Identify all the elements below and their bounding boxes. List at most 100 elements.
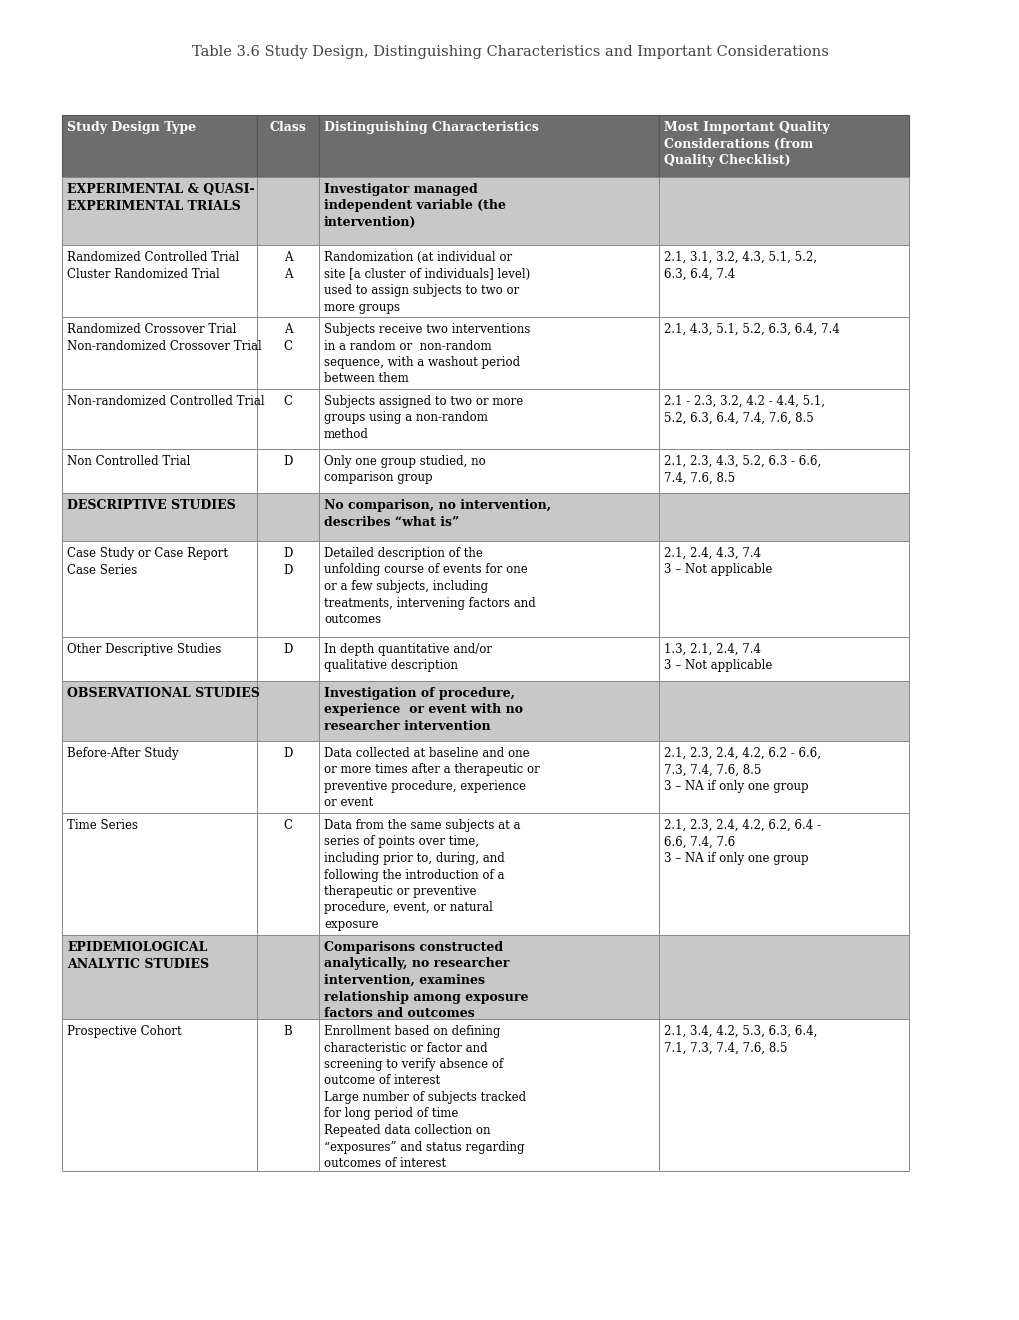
Text: Study Design Type: Study Design Type — [67, 121, 196, 135]
Text: Subjects receive two interventions
in a random or  non-random
sequence, with a w: Subjects receive two interventions in a … — [324, 323, 530, 385]
Text: EPIDEMIOLOGICAL
ANALYTIC STUDIES: EPIDEMIOLOGICAL ANALYTIC STUDIES — [67, 941, 209, 970]
Text: Detailed description of the
unfolding course of events for one
or a few subjects: Detailed description of the unfolding co… — [324, 546, 535, 626]
Text: Non-randomized Controlled Trial: Non-randomized Controlled Trial — [67, 395, 264, 408]
Bar — [319, 492, 658, 541]
Text: Non Controlled Trial: Non Controlled Trial — [67, 455, 191, 469]
Text: D
D: D D — [283, 546, 292, 577]
Text: Table 3.6 Study Design, Distinguishing Characteristics and Important Considerati: Table 3.6 Study Design, Distinguishing C… — [192, 45, 827, 59]
Bar — [62, 177, 257, 246]
Bar — [62, 681, 257, 741]
Text: Enrollment based on defining
characteristic or factor and
screening to verify ab: Enrollment based on defining characteris… — [324, 1026, 526, 1170]
Bar — [257, 115, 319, 177]
Bar — [319, 1019, 658, 1171]
Bar — [658, 813, 908, 935]
Text: D: D — [283, 643, 292, 656]
Text: 2.1, 3.1, 3.2, 4.3, 5.1, 5.2,
6.3, 6.4, 7.4: 2.1, 3.1, 3.2, 4.3, 5.1, 5.2, 6.3, 6.4, … — [663, 251, 816, 281]
Text: Subjects assigned to two or more
groups using a non-random
method: Subjects assigned to two or more groups … — [324, 395, 523, 441]
Bar — [62, 389, 257, 449]
Bar — [62, 449, 257, 492]
Bar — [658, 177, 908, 246]
Text: Class: Class — [269, 121, 306, 135]
Text: 2.1 - 2.3, 3.2, 4.2 - 4.4, 5.1,
5.2, 6.3, 6.4, 7.4, 7.6, 8.5: 2.1 - 2.3, 3.2, 4.2 - 4.4, 5.1, 5.2, 6.3… — [663, 395, 824, 425]
Bar — [257, 389, 319, 449]
Bar — [257, 638, 319, 681]
Bar — [319, 317, 658, 389]
Bar — [319, 177, 658, 246]
Text: 2.1, 2.3, 4.3, 5.2, 6.3 - 6.6,
7.4, 7.6, 8.5: 2.1, 2.3, 4.3, 5.2, 6.3 - 6.6, 7.4, 7.6,… — [663, 455, 820, 484]
Bar — [658, 935, 908, 1019]
Text: Most Important Quality
Considerations (from
Quality Checklist): Most Important Quality Considerations (f… — [663, 121, 828, 168]
Text: Other Descriptive Studies: Other Descriptive Studies — [67, 643, 221, 656]
Bar — [62, 1019, 257, 1171]
Text: 2.1, 2.3, 2.4, 4.2, 6.2, 6.4 -
6.6, 7.4, 7.6
3 – NA if only one group: 2.1, 2.3, 2.4, 4.2, 6.2, 6.4 - 6.6, 7.4,… — [663, 818, 820, 865]
Bar — [319, 638, 658, 681]
Bar — [319, 389, 658, 449]
Text: B: B — [283, 1026, 292, 1038]
Text: Randomized Crossover Trial
Non-randomized Crossover Trial: Randomized Crossover Trial Non-randomize… — [67, 323, 262, 352]
Bar — [257, 935, 319, 1019]
Bar — [62, 638, 257, 681]
Text: 2.1, 4.3, 5.1, 5.2, 6.3, 6.4, 7.4: 2.1, 4.3, 5.1, 5.2, 6.3, 6.4, 7.4 — [663, 323, 839, 337]
Bar — [319, 541, 658, 638]
Bar — [658, 317, 908, 389]
Text: Time Series: Time Series — [67, 818, 138, 832]
Bar — [257, 449, 319, 492]
Text: C: C — [283, 395, 292, 408]
Text: Prospective Cohort: Prospective Cohort — [67, 1026, 181, 1038]
Text: No comparison, no intervention,
describes “what is”: No comparison, no intervention, describe… — [324, 499, 550, 528]
Bar — [319, 813, 658, 935]
Bar — [62, 115, 257, 177]
Text: Distinguishing Characteristics: Distinguishing Characteristics — [324, 121, 538, 135]
Bar — [319, 246, 658, 317]
Bar — [658, 246, 908, 317]
Bar — [319, 449, 658, 492]
Bar — [257, 541, 319, 638]
Bar — [257, 246, 319, 317]
Bar — [658, 681, 908, 741]
Bar — [257, 177, 319, 246]
Bar — [257, 317, 319, 389]
Text: A
C: A C — [283, 323, 292, 352]
Text: 2.1, 3.4, 4.2, 5.3, 6.3, 6.4,
7.1, 7.3, 7.4, 7.6, 8.5: 2.1, 3.4, 4.2, 5.3, 6.3, 6.4, 7.1, 7.3, … — [663, 1026, 816, 1055]
Text: Case Study or Case Report
Case Series: Case Study or Case Report Case Series — [67, 546, 228, 577]
Text: A
A: A A — [283, 251, 292, 281]
Text: Randomized Controlled Trial
Cluster Randomized Trial: Randomized Controlled Trial Cluster Rand… — [67, 251, 239, 281]
Text: D: D — [283, 455, 292, 469]
Text: Before-After Study: Before-After Study — [67, 747, 178, 760]
Bar — [257, 741, 319, 813]
Bar — [62, 492, 257, 541]
Bar — [62, 935, 257, 1019]
Text: Randomization (at individual or
site [a cluster of individuals] level)
used to a: Randomization (at individual or site [a … — [324, 251, 530, 314]
Text: Investigation of procedure,
experience  or event with no
researcher intervention: Investigation of procedure, experience o… — [324, 686, 523, 733]
Bar — [658, 449, 908, 492]
Bar — [658, 115, 908, 177]
Text: DESCRIPTIVE STUDIES: DESCRIPTIVE STUDIES — [67, 499, 235, 512]
Bar — [62, 246, 257, 317]
Bar — [319, 681, 658, 741]
Bar — [658, 1019, 908, 1171]
Bar — [658, 741, 908, 813]
Text: Data collected at baseline and one
or more times after a therapeutic or
preventi: Data collected at baseline and one or mo… — [324, 747, 539, 809]
Bar — [319, 935, 658, 1019]
Text: Data from the same subjects at a
series of points over time,
including prior to,: Data from the same subjects at a series … — [324, 818, 520, 931]
Text: Comparisons constructed
analytically, no researcher
intervention, examines
relat: Comparisons constructed analytically, no… — [324, 941, 528, 1020]
Text: EXPERIMENTAL & QUASI-
EXPERIMENTAL TRIALS: EXPERIMENTAL & QUASI- EXPERIMENTAL TRIAL… — [67, 183, 255, 213]
Bar — [658, 492, 908, 541]
Text: 2.1, 2.4, 4.3, 7.4
3 – Not applicable: 2.1, 2.4, 4.3, 7.4 3 – Not applicable — [663, 546, 771, 577]
Bar — [658, 638, 908, 681]
Text: Investigator managed
independent variable (the
intervention): Investigator managed independent variabl… — [324, 183, 505, 228]
Text: In depth quantitative and/or
qualitative description: In depth quantitative and/or qualitative… — [324, 643, 491, 672]
Bar — [62, 541, 257, 638]
Bar — [257, 813, 319, 935]
Bar — [658, 389, 908, 449]
Bar — [257, 681, 319, 741]
Bar — [62, 813, 257, 935]
Bar — [319, 115, 658, 177]
Text: 2.1, 2.3, 2.4, 4.2, 6.2 - 6.6,
7.3, 7.4, 7.6, 8.5
3 – NA if only one group: 2.1, 2.3, 2.4, 4.2, 6.2 - 6.6, 7.3, 7.4,… — [663, 747, 820, 793]
Bar — [62, 317, 257, 389]
Bar — [319, 741, 658, 813]
Bar — [658, 541, 908, 638]
Bar — [257, 1019, 319, 1171]
Bar — [257, 492, 319, 541]
Text: Only one group studied, no
comparison group: Only one group studied, no comparison gr… — [324, 455, 485, 484]
